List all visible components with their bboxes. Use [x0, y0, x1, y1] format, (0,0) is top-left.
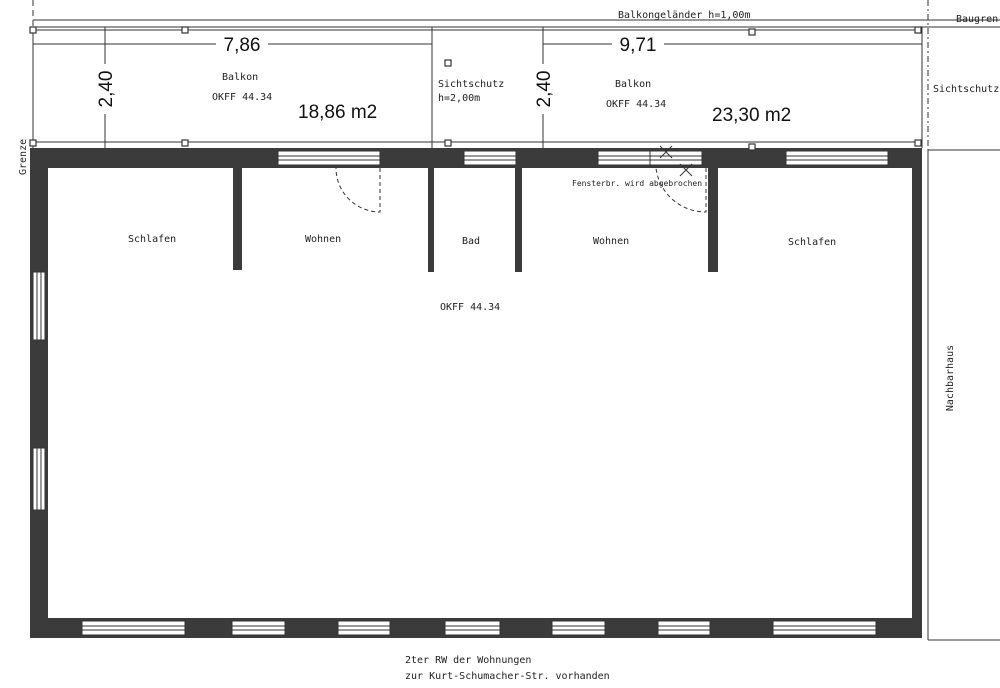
post [748, 28, 756, 36]
room-label: Wohnen [305, 234, 341, 245]
balcony-level: OKFF 44.34 [606, 99, 666, 110]
post [748, 143, 756, 151]
window [463, 150, 517, 166]
window [277, 150, 381, 166]
window [81, 620, 186, 636]
wall [912, 148, 922, 638]
wall [30, 148, 48, 638]
post [29, 26, 37, 34]
window [657, 620, 711, 636]
balcony-area: 23,30 m2 [712, 105, 791, 126]
label-bg [533, 64, 553, 114]
window [785, 150, 889, 166]
window [597, 150, 651, 166]
openings [32, 150, 889, 636]
door-swing [655, 167, 707, 213]
privacy-screen-height: h=2,00m [438, 93, 480, 104]
walls [30, 148, 922, 638]
balcony-depth: 2,40 [534, 71, 555, 108]
window [337, 620, 391, 636]
post [914, 26, 922, 34]
balcony-area: 18,86 m2 [298, 102, 377, 123]
neighbor-label: Nachbarhaus [945, 345, 956, 411]
post [181, 139, 189, 147]
room-label: Schlafen [788, 237, 836, 248]
room-label: Schlafen [128, 234, 176, 245]
footnote: 2ter RW der Wohnungen [405, 655, 531, 666]
rail-label: Balkongeländer h=1,00m [618, 10, 750, 21]
floor-level: OKFF 44.34 [440, 302, 500, 313]
window-note: Fensterbr. wird abgebrochen [572, 179, 702, 188]
post [914, 139, 922, 147]
partition [428, 168, 434, 272]
demolition-mark [659, 145, 693, 177]
label-bg [612, 33, 664, 55]
privacy-screen-label: Sichtschutz [933, 84, 999, 95]
boundary-label: Grenze [18, 139, 29, 175]
label-bg [216, 33, 268, 55]
post [444, 59, 452, 67]
window [32, 271, 46, 341]
room-label: Bad [462, 236, 480, 247]
post [181, 26, 189, 34]
balcony-width: 7,86 [224, 35, 261, 56]
partition [708, 168, 718, 272]
privacy-screen-label: Sichtschutz [438, 79, 504, 90]
balcony-depth: 2,40 [96, 71, 117, 108]
window [444, 620, 501, 636]
window [551, 620, 606, 636]
footnote: zur Kurt-Schumacher-Str. vorhanden [405, 671, 610, 682]
balcony-label: Balkon [222, 72, 258, 83]
post [29, 139, 37, 147]
building-line-label: Baugren [956, 14, 998, 25]
window [231, 620, 286, 636]
room-label: Wohnen [593, 236, 629, 247]
window [32, 447, 46, 511]
balcony-level: OKFF 44.34 [212, 92, 272, 103]
balcony-width: 9,71 [620, 35, 657, 56]
partition [515, 168, 522, 272]
door-swing [335, 167, 381, 213]
window [772, 620, 877, 636]
post [444, 139, 452, 147]
label-bg [95, 64, 115, 114]
window [649, 150, 703, 166]
balcony-label: Balkon [615, 79, 651, 90]
partition [233, 168, 242, 270]
